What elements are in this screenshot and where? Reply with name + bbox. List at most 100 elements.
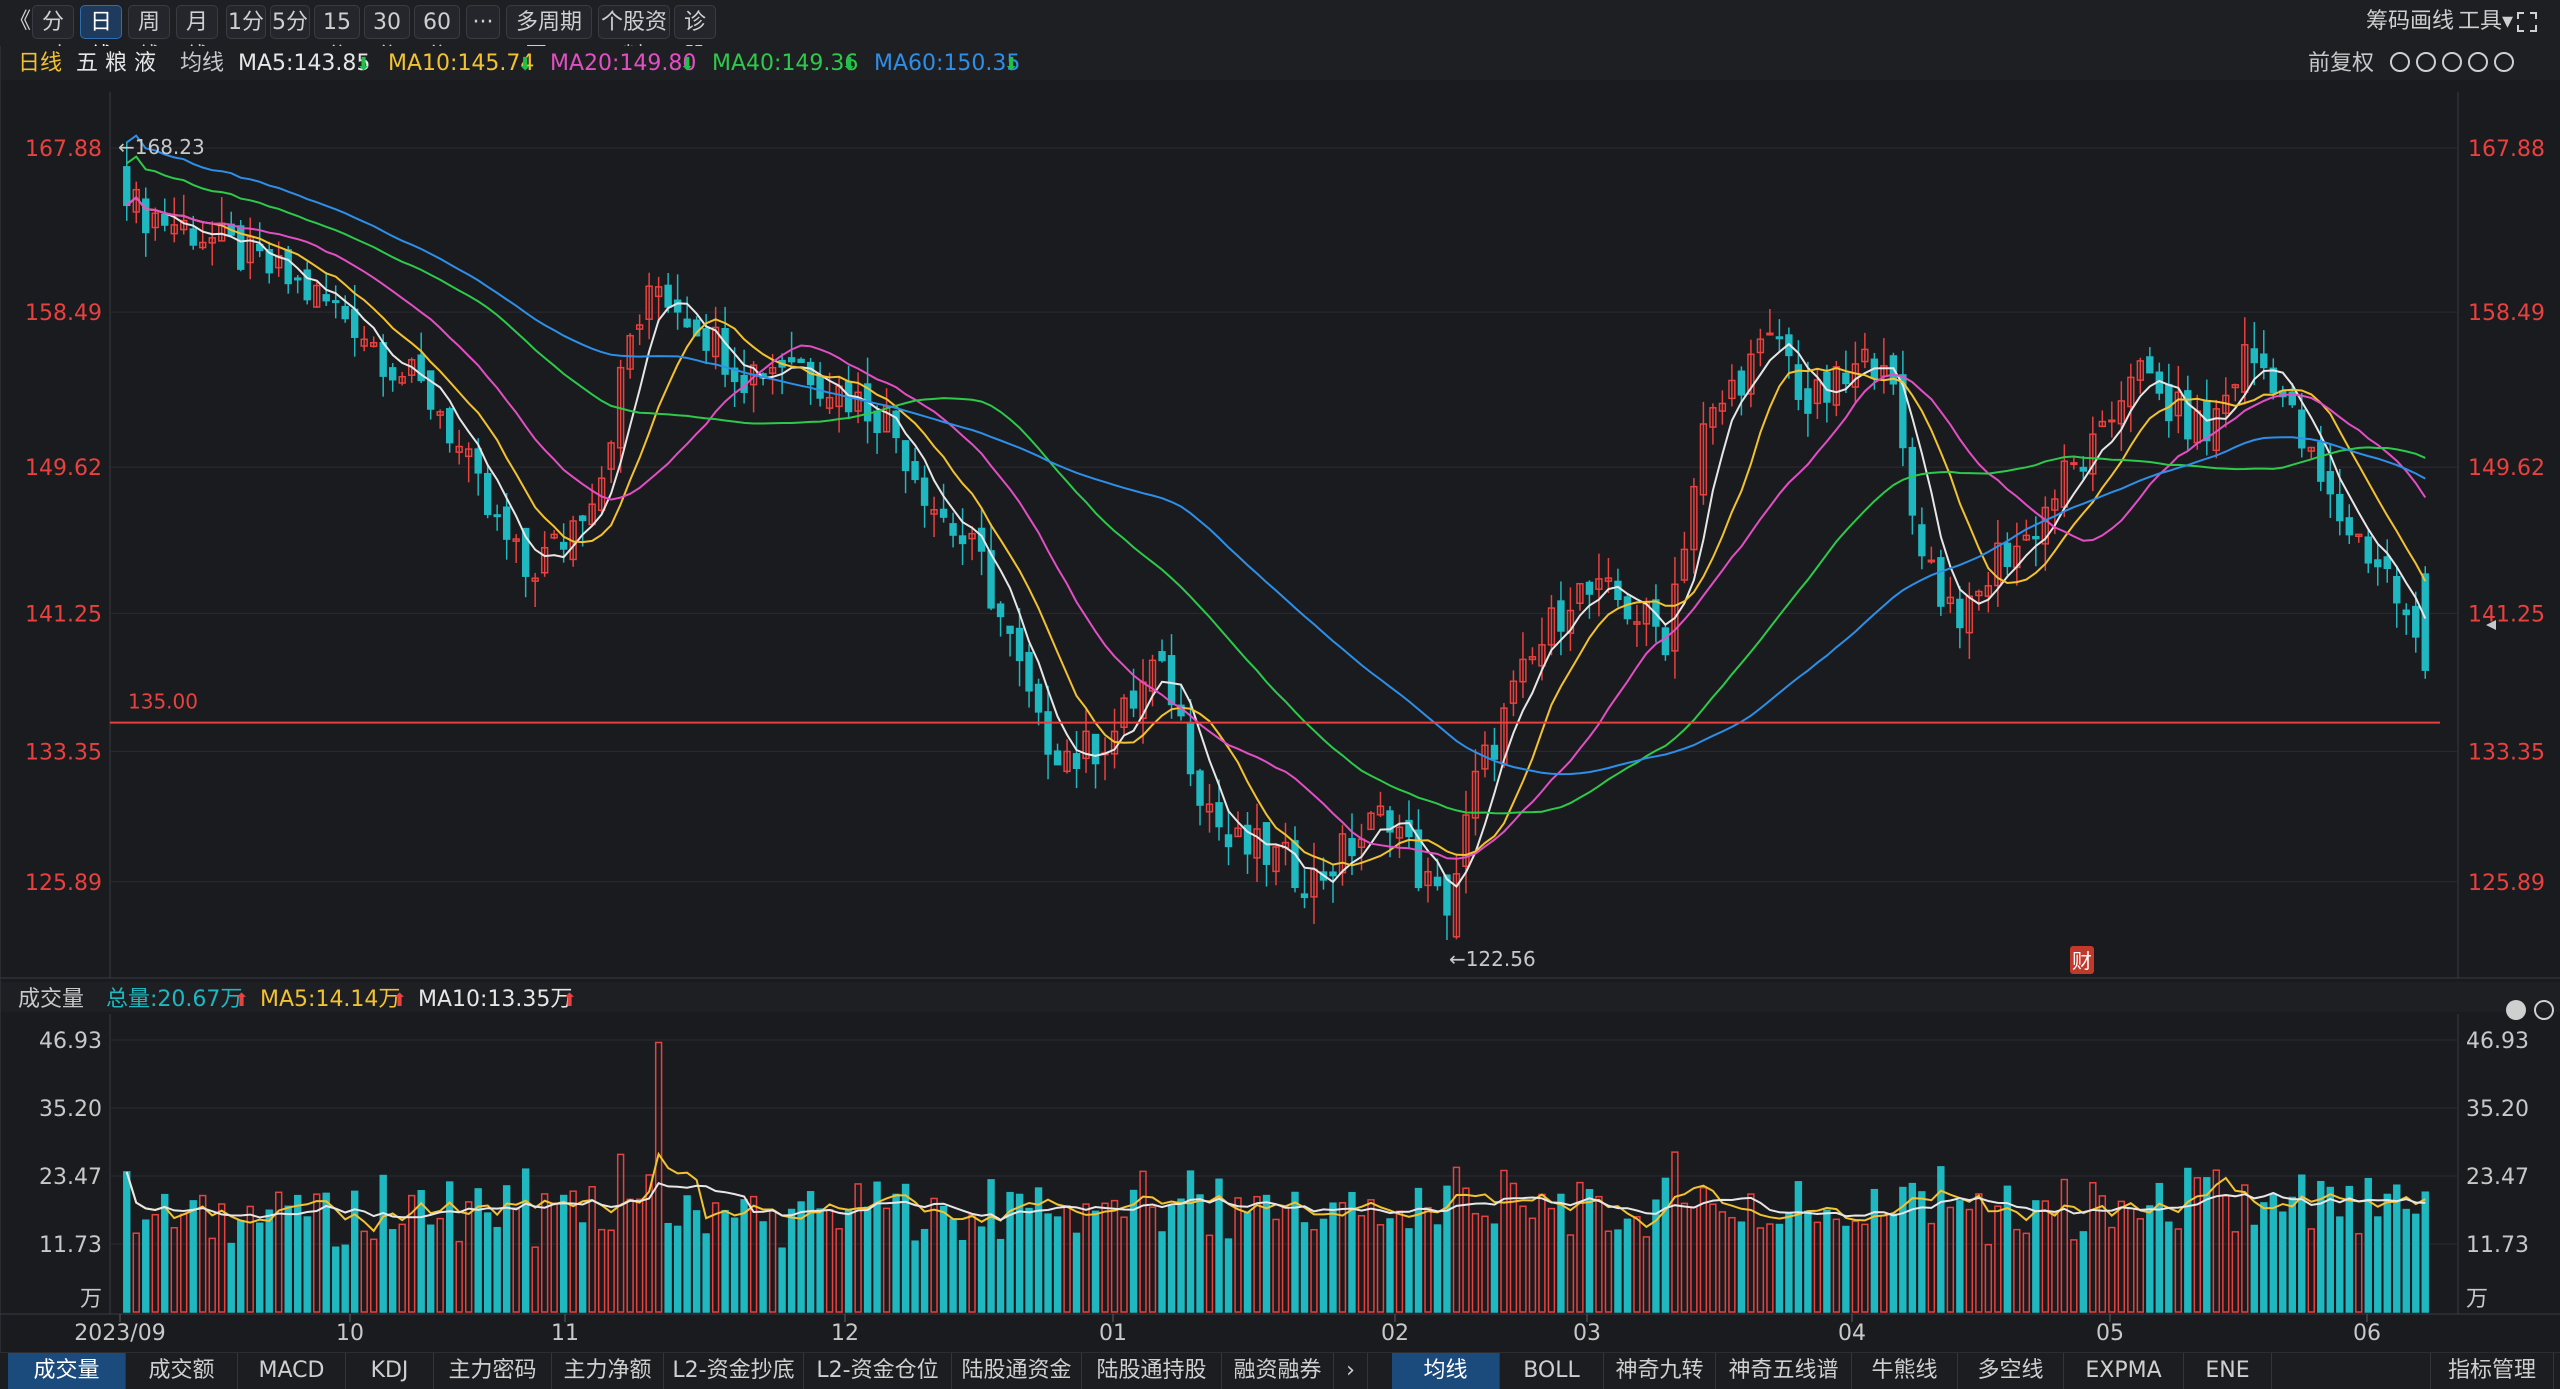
indicator-tab-0[interactable]: 成交量 <box>8 1353 126 1389</box>
indicator-tab-5[interactable]: 主力净额 <box>552 1353 664 1389</box>
candle-body <box>2355 533 2363 538</box>
indicator-manage-button[interactable]: 指标管理 <box>2430 1353 2554 1389</box>
diagnose-button[interactable]: 诊股 <box>674 5 716 69</box>
tab-30min[interactable]: 30分 <box>364 5 410 69</box>
back-icon[interactable]: 《 <box>8 9 31 34</box>
overlay-tab-1[interactable]: BOLL <box>1500 1353 1604 1389</box>
indicator-tab-2[interactable]: MACD <box>238 1353 346 1389</box>
ma-value-4: MA60:150.35 <box>874 51 1020 76</box>
tab-5min[interactable]: 5分 <box>270 5 310 39</box>
volume-bar <box>882 1207 891 1313</box>
volume-bar <box>1728 1216 1736 1313</box>
overlay-tab-3[interactable]: 神奇五线谱 <box>1716 1353 1852 1389</box>
overlay-tab-2[interactable]: 神奇九转 <box>1604 1353 1716 1389</box>
chart-area[interactable]: 日线五 粮 液均线 MA5:143.85⬇ MA10:145.74⬇ MA20:149… <box>0 46 2560 1352</box>
candle-body <box>1329 871 1337 877</box>
volume-bar <box>892 1193 900 1313</box>
tab-fenshi[interactable]: 分时 <box>32 5 74 69</box>
indicator-tab-9[interactable]: 陆股通持股 <box>1082 1353 1222 1389</box>
overlay-tab-0[interactable]: 均线 <box>1392 1353 1500 1389</box>
overlay-tab-6[interactable]: EXPMA <box>2064 1353 2184 1389</box>
volume-bar <box>2355 1232 2363 1313</box>
volume-bar <box>1956 1200 1964 1313</box>
overlay-tab-5[interactable]: 多空线 <box>1958 1353 2064 1389</box>
chart-background <box>0 46 2560 1352</box>
indicator-tab-7[interactable]: L2-资金仓位 <box>804 1353 952 1389</box>
candle-body <box>398 375 406 384</box>
ma-value-0: MA5:143.85 <box>238 51 370 76</box>
ma-value-3: MA40:149.36 <box>712 51 858 76</box>
volume-axis-left-label: 万 <box>80 1287 102 1312</box>
candle-body <box>1167 655 1176 706</box>
indicator-tab-8[interactable]: 陆股通资金 <box>952 1353 1082 1389</box>
multi-period-button[interactable]: 多周期图 ⌄ <box>506 5 592 69</box>
candle-body <box>578 515 587 522</box>
tab-1min[interactable]: 1分 <box>226 5 266 39</box>
stock-info-button[interactable]: 个股资料 <box>598 5 670 69</box>
chevron-right-icon[interactable]: › <box>1334 1353 1368 1389</box>
tools-button[interactable]: 工具▾ <box>2458 9 2514 34</box>
volume-bar <box>313 1193 321 1313</box>
tab-rixian[interactable]: 日线 <box>80 5 122 69</box>
draw-line-button[interactable]: 画线 <box>2410 9 2455 34</box>
candle-body <box>645 285 653 320</box>
candle-body <box>1196 770 1204 806</box>
volume-settings-icon[interactable] <box>2534 1000 2554 1020</box>
low-annotation: ←122.56 <box>1449 947 1536 971</box>
volume-bar <box>1623 1218 1632 1313</box>
volume-bar <box>2136 1218 2145 1313</box>
overlay-tab-4[interactable]: 牛熊线 <box>1852 1353 1958 1389</box>
volume-bar <box>2250 1224 2258 1313</box>
volume-bar <box>835 1228 843 1313</box>
tab-60min[interactable]: 60分 <box>414 5 460 69</box>
indicator-tab-6[interactable]: L2-资金抄底 <box>664 1353 804 1389</box>
x-axis-label: 11 <box>551 1321 579 1346</box>
tab-zhouxian[interactable]: 周线 <box>128 5 170 69</box>
finance-badge[interactable] <box>2070 946 2094 974</box>
chips-button[interactable]: 筹码 <box>2366 9 2411 34</box>
candle-body <box>2089 433 2097 475</box>
volume-bar <box>1424 1206 1432 1313</box>
candle-body <box>920 477 929 506</box>
lock-icon[interactable] <box>2390 52 2410 72</box>
zoom-in-icon[interactable] <box>2442 52 2462 72</box>
price-axis-left-label: 141.25 <box>25 602 102 627</box>
candle-body <box>1224 834 1233 848</box>
candle-body <box>180 219 188 231</box>
price-axis-right-label: 133.35 <box>2468 740 2545 765</box>
close-icon[interactable] <box>2506 1000 2526 1020</box>
candle-body <box>1842 372 1850 385</box>
price-axis-right-label: 158.49 <box>2468 301 2545 326</box>
more-periods-button[interactable]: ··· <box>466 5 500 39</box>
volume-axis-left-label: 23.47 <box>39 1165 102 1190</box>
volume-bar <box>246 1205 254 1313</box>
undo-icon[interactable] <box>2416 52 2436 72</box>
candle-body <box>142 198 150 234</box>
indicator-tab-1[interactable]: 成交额 <box>126 1353 238 1389</box>
candle-body <box>332 300 340 304</box>
volume-bar <box>2421 1191 2429 1313</box>
candle-body <box>474 448 482 474</box>
volume-bar <box>436 1217 444 1313</box>
tab-15min[interactable]: 15分 <box>314 5 360 69</box>
overlay-tab-7[interactable]: ENE <box>2184 1353 2272 1389</box>
price-axis-left-label: 133.35 <box>25 740 102 765</box>
candle-body <box>1547 607 1556 646</box>
volume-bar <box>569 1190 577 1313</box>
volume-bar <box>1889 1213 1898 1313</box>
candle-body <box>1604 577 1613 582</box>
fullscreen-icon[interactable] <box>2516 5 2540 39</box>
settings-icon[interactable] <box>2494 52 2514 72</box>
candle-body <box>1471 770 1480 819</box>
tab-yuexian[interactable]: 月线 <box>176 5 218 69</box>
volume-bar <box>854 1183 862 1313</box>
indicator-tab-3[interactable]: KDJ <box>346 1353 434 1389</box>
volume-axis-right-label: 11.73 <box>2466 1233 2529 1258</box>
indicator-tab-10[interactable]: 融资融券 <box>1222 1353 1334 1389</box>
volume-bar <box>493 1226 501 1313</box>
volume-ma10: MA10:13.35万 <box>418 987 572 1012</box>
volume-bar <box>1310 1228 1318 1313</box>
indicator-tab-4[interactable]: 主力密码 <box>434 1353 552 1389</box>
zoom-out-icon[interactable] <box>2468 52 2488 72</box>
volume-bar <box>332 1246 340 1313</box>
